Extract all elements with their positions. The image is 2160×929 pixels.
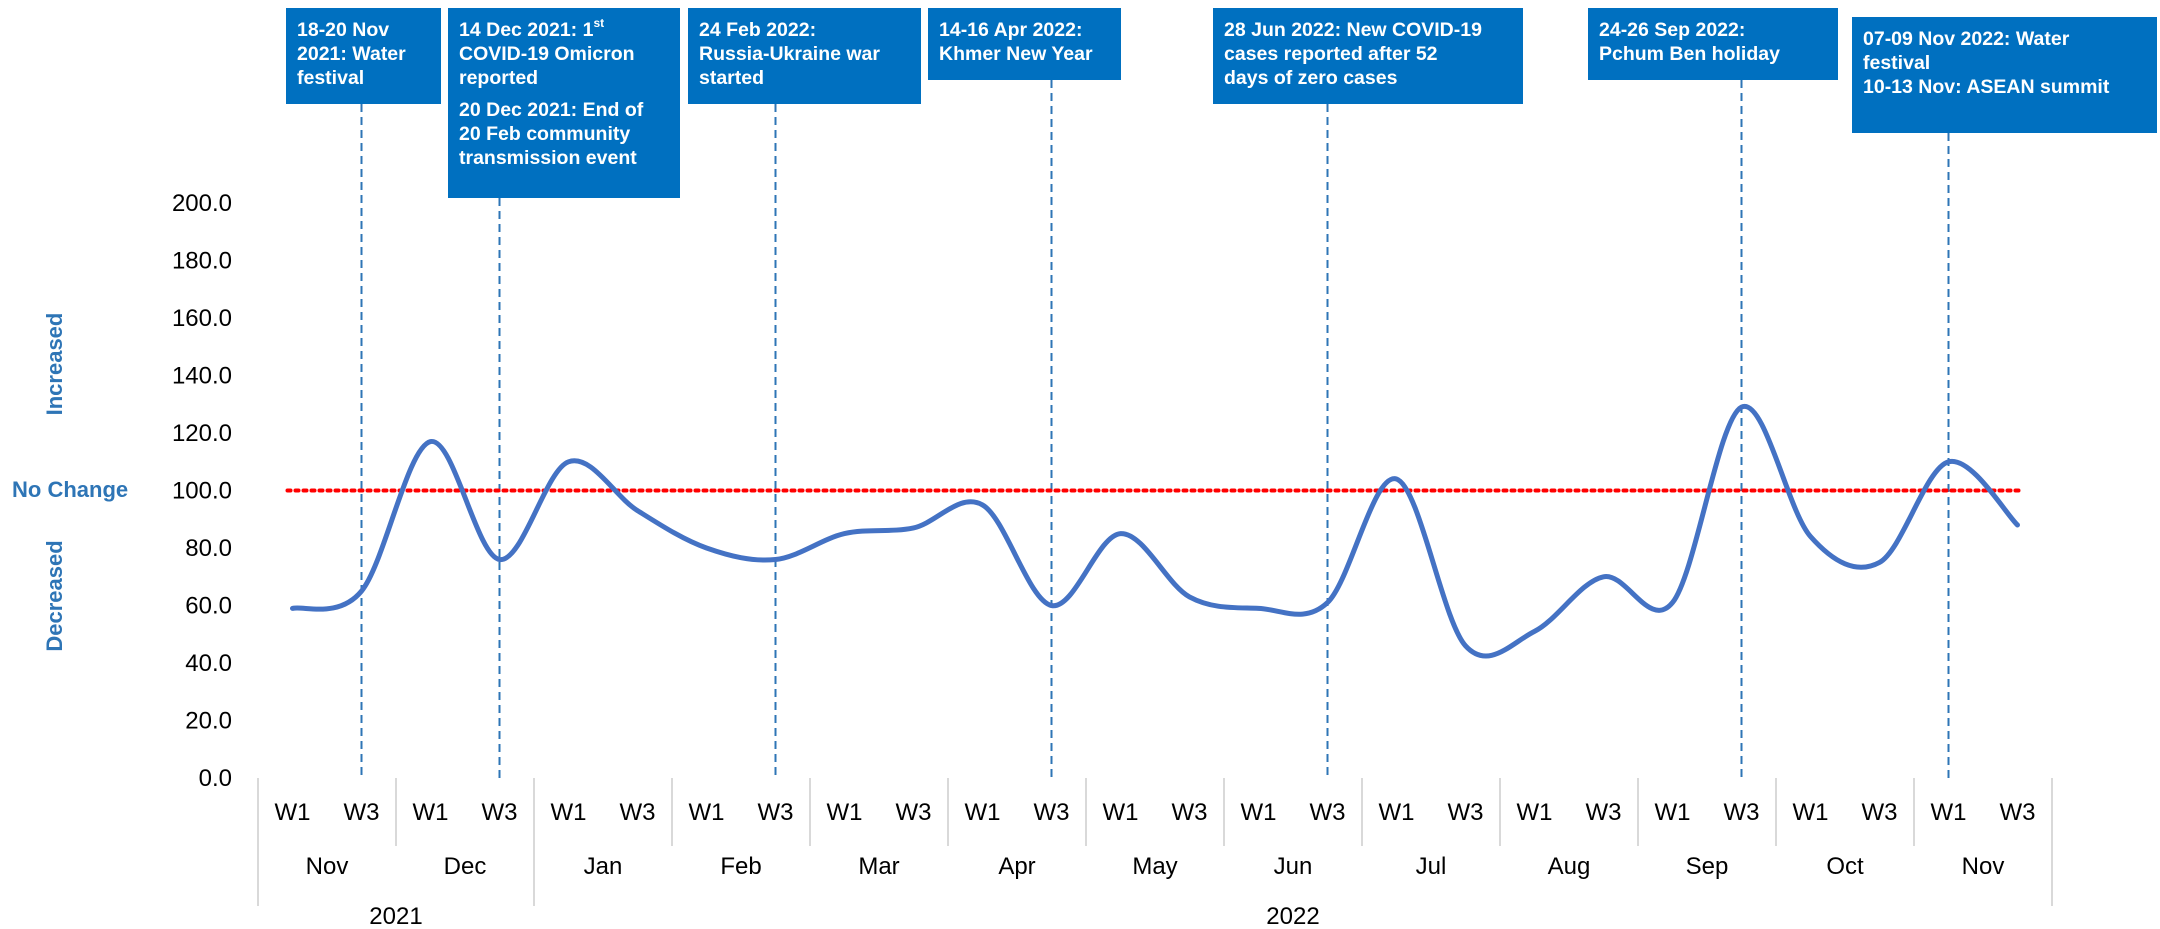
y-tick-label: 160.0 (172, 305, 232, 332)
y-tick-label: 100.0 (172, 478, 232, 505)
y-tick-label: 140.0 (172, 363, 232, 390)
x-tick-month-label: Apr (998, 853, 1035, 880)
y-tick-label: 0.0 (199, 765, 232, 792)
y-tick-label: 20.0 (185, 708, 232, 735)
annotation-khmer-new-year: 14-16 Apr 2022: Khmer New Year (928, 8, 1121, 80)
x-tick-week-label: W3 (1586, 799, 1622, 826)
annotation-new-covid-cases: 28 Jun 2022: New COVID-19 cases reported… (1213, 8, 1523, 104)
annotation-omicron: 14 Dec 2021: 1st COVID-19 Omicron report… (448, 8, 680, 198)
x-axis-categories: W1 W3 W1 W3 W1 W3 W1 W3 W1 W3 W1 W3 W1 W3 W1 W3 W1 W3 W1 W3… (257, 778, 2053, 929)
x-tick-month-label: Feb (720, 853, 761, 880)
x-tick-week-label: W3 (896, 799, 932, 826)
x-tick-week-label: W1 (1103, 799, 1139, 826)
x-tick-month-label: Jan (584, 853, 623, 880)
series-line (290, 404, 2020, 659)
x-tick-week-label: W3 (1034, 799, 1070, 826)
x-tick-week-label: W1 (1793, 799, 1829, 826)
x-tick-week-label: W3 (1862, 799, 1898, 826)
x-tick-month-label: Nov (1962, 853, 2005, 880)
annotation-russia-ukraine: 24 Feb 2022: Russia-Ukraine war started (688, 8, 921, 104)
x-tick-week-label: W1 (275, 799, 311, 826)
x-tick-week-label: W3 (344, 799, 380, 826)
x-tick-year-label: 2022 (1266, 903, 1319, 929)
annotation-water-festival-asean: 07-09 Nov 2022: Water festival 10-13 Nov… (1852, 17, 2157, 133)
x-tick-week-label: W3 (758, 799, 794, 826)
x-tick-week-label: W1 (1655, 799, 1691, 826)
x-tick-week-label: W3 (1724, 799, 1760, 826)
x-tick-month-label: Oct (1826, 853, 1864, 880)
x-tick-week-label: W1 (1517, 799, 1553, 826)
y-tick-label: 200.0 (172, 190, 232, 217)
y-axis-ticks: 0.0 20.0 40.0 60.0 80.0 100.0 120.0 140.0 160.0 1… (172, 190, 232, 792)
y-tick-label: 120.0 (172, 420, 232, 447)
no-change-label: No Change (12, 476, 129, 502)
x-tick-week-label: W1 (1379, 799, 1415, 826)
x-tick-month-label: Aug (1548, 853, 1591, 880)
x-tick-week-label: W1 (827, 799, 863, 826)
x-tick-week-label: W1 (689, 799, 725, 826)
x-tick-month-label: Sep (1686, 853, 1729, 880)
x-tick-week-label: W1 (551, 799, 587, 826)
event-lines (360, 80, 1950, 778)
x-tick-week-label: W3 (1310, 799, 1346, 826)
x-tick-week-label: W1 (413, 799, 449, 826)
x-tick-month-label: Dec (444, 853, 487, 880)
x-tick-month-label: Jun (1274, 853, 1313, 880)
annotation-pchum-ben: 24-26 Sep 2022: Pchum Ben holiday (1588, 8, 1838, 80)
y-tick-label: 80.0 (185, 535, 232, 562)
y-tick-label: 40.0 (185, 650, 232, 677)
decreased-label: Decreased (42, 540, 67, 652)
x-tick-month-label: Mar (858, 853, 899, 880)
annotation-water-festival-2021: 18-20 Nov 2021: Water festival (286, 8, 441, 104)
x-tick-week-label: W3 (1172, 799, 1208, 826)
x-tick-month-label: May (1132, 853, 1177, 880)
x-tick-week-label: W3 (482, 799, 518, 826)
x-tick-week-label: W1 (1931, 799, 1967, 826)
x-tick-month-label: Jul (1416, 853, 1447, 880)
increased-label: Increased (42, 312, 67, 416)
x-tick-week-label: W3 (2000, 799, 2036, 826)
x-tick-week-label: W1 (1241, 799, 1277, 826)
y-tick-label: 180.0 (172, 248, 232, 275)
x-tick-week-label: W3 (1448, 799, 1484, 826)
x-tick-year-label: 2021 (369, 903, 422, 929)
x-tick-week-label: W3 (620, 799, 656, 826)
x-tick-month-label: Nov (306, 853, 349, 880)
y-tick-label: 60.0 (185, 593, 232, 620)
x-tick-week-label: W1 (965, 799, 1001, 826)
